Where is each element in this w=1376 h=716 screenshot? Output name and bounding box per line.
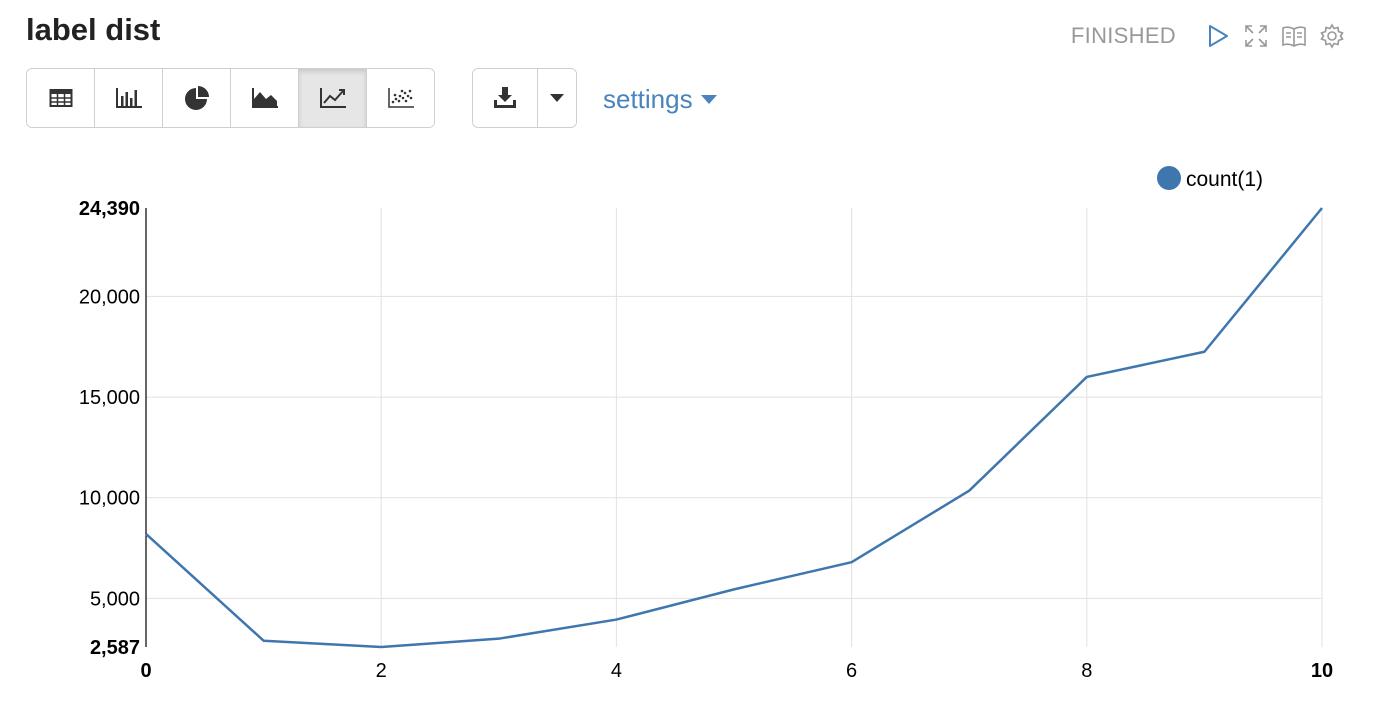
area-chart-button[interactable]	[231, 69, 299, 127]
download-icon	[494, 87, 516, 108]
line-chart-button[interactable]	[299, 69, 367, 127]
y-tick-label: 24,390	[79, 198, 140, 220]
caret-down-icon	[550, 94, 564, 102]
x-tick-label: 10	[1311, 660, 1333, 682]
x-tick-label: 6	[846, 660, 857, 682]
x-tick-label: 0	[140, 660, 151, 682]
download-button[interactable]	[473, 69, 538, 127]
gear-icon[interactable]	[1318, 22, 1346, 50]
caret-down-icon	[700, 95, 717, 104]
y-tick-label: 20,000	[79, 286, 140, 308]
visualization-toolbar	[26, 68, 435, 128]
y-tick-label: 2,587	[90, 637, 140, 659]
legend-label: count(1)	[1186, 168, 1263, 191]
table-icon	[49, 89, 72, 107]
book-icon[interactable]	[1280, 22, 1308, 50]
legend-item[interactable]: count(1)	[1157, 166, 1263, 191]
settings-toggle[interactable]: settings	[603, 84, 717, 115]
y-tick-label: 5,000	[90, 588, 140, 610]
line-chart-icon	[319, 88, 346, 108]
pie-chart-icon	[184, 86, 209, 110]
scatter-chart-button[interactable]	[367, 69, 434, 127]
status-label: FINISHED	[1070, 23, 1176, 48]
paragraph-title: label dist	[26, 12, 161, 47]
x-tick-label: 4	[611, 660, 622, 682]
fullscreen-icon[interactable]	[1242, 22, 1270, 50]
bar-chart-icon	[115, 88, 142, 108]
download-toolbar	[472, 68, 577, 128]
play-icon[interactable]	[1204, 22, 1232, 50]
area-chart-icon	[251, 88, 278, 108]
settings-label: settings	[603, 84, 693, 114]
pie-chart-button[interactable]	[163, 69, 231, 127]
y-tick-label: 10,000	[79, 488, 140, 510]
line-chart: 2,587 5,000 10,000 15,000 20,000 24,390 0 2 4 6 8 1…	[79, 166, 1333, 682]
x-tick-label: 2	[376, 660, 387, 682]
paragraph-controls: FINISHED	[1071, 22, 1346, 50]
legend-marker	[1157, 166, 1181, 190]
series-line	[145, 207, 1323, 649]
bar-chart-button[interactable]	[95, 69, 163, 127]
y-tick-label: 15,000	[79, 387, 140, 409]
download-options-toggle[interactable]	[538, 69, 576, 127]
table-view-button[interactable]	[27, 69, 95, 127]
scatter-chart-icon	[387, 88, 414, 108]
x-tick-label: 8	[1081, 660, 1092, 682]
